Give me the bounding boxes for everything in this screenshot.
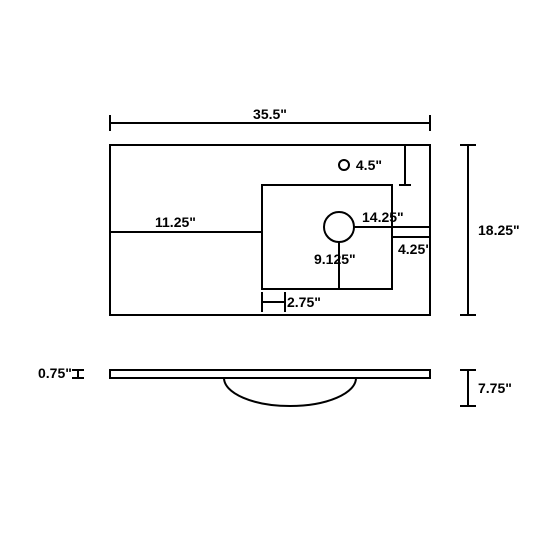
svg-text:4.25": 4.25"	[398, 241, 432, 257]
svg-text:35.5": 35.5"	[253, 106, 287, 122]
svg-text:2.75": 2.75"	[287, 294, 321, 310]
svg-text:0.75": 0.75"	[38, 365, 72, 381]
svg-text:4.5": 4.5"	[356, 157, 382, 173]
svg-text:18.25": 18.25"	[478, 222, 520, 238]
svg-text:9.125": 9.125"	[314, 251, 356, 267]
svg-text:7.75": 7.75"	[478, 380, 512, 396]
svg-text:11.25": 11.25"	[155, 214, 196, 230]
dimension-drawing: 35.5" 18.25" 4.5" 4.25" 14.25" 9.125" 2.75" 11.…	[0, 0, 550, 550]
svg-text:14.25": 14.25"	[362, 209, 404, 225]
diagram-container: 35.5" 18.25" 4.5" 4.25" 14.25" 9.125" 2.75" 11.…	[0, 0, 550, 550]
